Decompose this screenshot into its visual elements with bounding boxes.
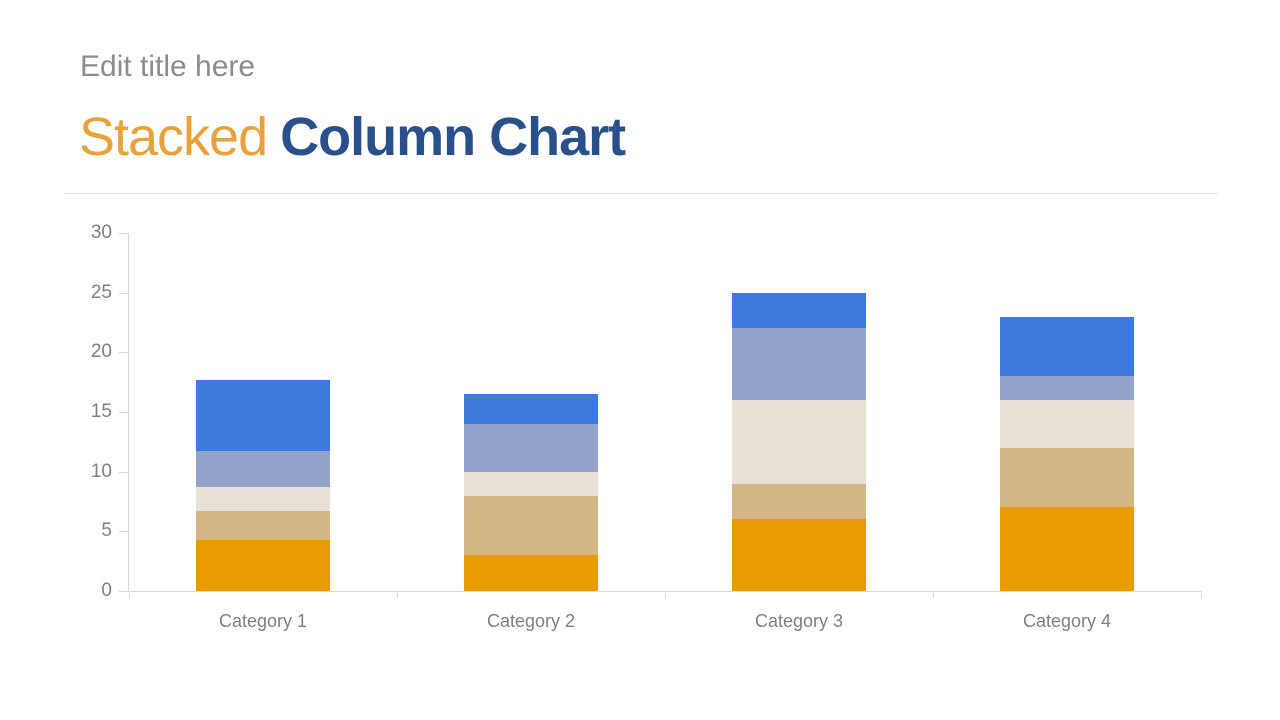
- x-axis-tick: [129, 591, 130, 598]
- y-axis-tick: [119, 591, 129, 592]
- slide-subtitle-placeholder: Edit title here: [80, 50, 256, 83]
- y-axis-label: 10: [90, 460, 112, 482]
- bar-segment-tan: [732, 483, 866, 520]
- bar-segment-cream: [464, 471, 598, 496]
- stacked-column-chart-plot-area: 0 5 10 15 20 25 30 Category 1 Category 2 Category…: [91, 222, 1202, 631]
- x-axis-tick: [1201, 591, 1202, 598]
- bar-segment-periwinkle: [196, 451, 330, 488]
- bar-segment-blue: [196, 379, 330, 452]
- title-divider: [64, 193, 1218, 194]
- page-title: Stacked Column Chart: [79, 107, 626, 167]
- bar-segment-tan: [1000, 447, 1134, 508]
- bar-segment-blue: [1000, 316, 1134, 377]
- x-axis-tick: [665, 591, 666, 598]
- y-axis-label: 25: [90, 281, 112, 303]
- y-axis-tick: [119, 531, 129, 533]
- bar-segment-blue: [732, 292, 866, 329]
- title-main-text: Column Chart: [280, 107, 626, 167]
- bar-segment-cream: [1000, 400, 1134, 448]
- bar-segment-tan: [464, 495, 598, 556]
- y-axis-label: 20: [90, 341, 112, 363]
- bar-segment-cream: [196, 487, 330, 512]
- stacked-bar: [732, 292, 866, 591]
- y-axis-tick: [119, 471, 129, 473]
- stacked-bar: [464, 394, 598, 591]
- bar-segment-orange: [196, 539, 330, 591]
- category-label: Category 3: [754, 611, 844, 631]
- bar-segment-orange: [732, 519, 866, 591]
- x-axis-tick: [933, 591, 934, 598]
- y-axis-label: 0: [101, 580, 112, 601]
- y-axis-tick: [119, 292, 129, 294]
- bar-segment-blue: [464, 394, 598, 424]
- bar-segment-tan: [196, 511, 330, 540]
- bar-segment-periwinkle: [1000, 376, 1134, 401]
- category-label: Category 4: [1022, 611, 1112, 631]
- title-accent-text: Stacked: [79, 107, 268, 167]
- y-axis-label: 5: [101, 520, 112, 542]
- bar-segment-periwinkle: [732, 328, 866, 401]
- bar-segment-orange: [1000, 507, 1134, 591]
- x-axis-tick: [397, 591, 398, 598]
- category-label: Category 1: [218, 611, 308, 631]
- y-axis-tick: [119, 412, 129, 413]
- y-axis-tick: [119, 233, 129, 234]
- bar-segment-orange: [464, 555, 598, 591]
- category-label: Category 2: [486, 611, 576, 631]
- bar-segment-cream: [732, 400, 866, 484]
- y-axis-tick: [119, 352, 129, 354]
- stacked-bar: [1000, 316, 1134, 591]
- y-axis-label: 15: [90, 401, 112, 422]
- stacked-bar: [196, 379, 330, 591]
- bar-segment-periwinkle: [464, 423, 598, 472]
- y-axis-label: 30: [90, 222, 112, 243]
